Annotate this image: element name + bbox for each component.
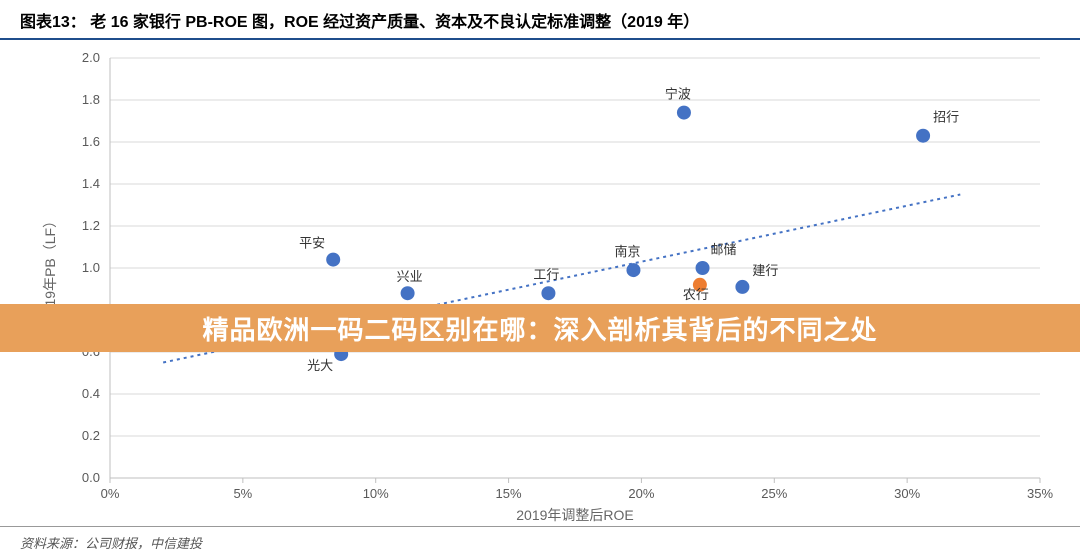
data-point xyxy=(696,261,710,275)
source-text: 资料来源：公司财报，中信建投 xyxy=(20,536,202,551)
overlay-text: 精品欧洲一码二码区别在哪：深入剖析其背后的不同之处 xyxy=(202,310,877,347)
x-tick-label: 0% xyxy=(101,486,120,501)
data-point xyxy=(626,263,640,277)
data-point xyxy=(401,286,415,300)
chart-container: 0.00.20.40.60.81.01.21.41.61.82.00%5%10%… xyxy=(0,40,1080,530)
x-tick-label: 20% xyxy=(628,486,654,501)
x-tick-label: 30% xyxy=(894,486,920,501)
data-point-label: 南京 xyxy=(614,244,640,259)
data-point-label: 平安 xyxy=(299,236,325,251)
figure-footer: 资料来源：公司财报，中信建投 xyxy=(0,526,1080,558)
data-point xyxy=(916,129,930,143)
data-point-label: 邮储 xyxy=(711,242,737,257)
data-point-label: 光大 xyxy=(307,358,333,373)
overlay-banner: 精品欧洲一码二码区别在哪：深入剖析其背后的不同之处 xyxy=(0,304,1080,352)
scatter-chart: 0.00.20.40.60.81.01.21.41.61.82.00%5%10%… xyxy=(0,40,1080,530)
y-tick-label: 1.8 xyxy=(82,92,100,107)
data-point xyxy=(541,286,555,300)
data-point-label: 建行 xyxy=(752,263,778,278)
y-tick-label: 0.2 xyxy=(82,428,100,443)
data-point xyxy=(326,253,340,267)
y-tick-label: 0.4 xyxy=(82,386,100,401)
x-tick-label: 5% xyxy=(233,486,252,501)
y-tick-label: 1.0 xyxy=(82,260,100,275)
data-point-label: 农行 xyxy=(683,287,709,302)
y-tick-label: 2.0 xyxy=(82,50,100,65)
data-point-label: 工行 xyxy=(533,267,559,282)
x-tick-label: 15% xyxy=(496,486,522,501)
y-tick-label: 1.6 xyxy=(82,134,100,149)
y-tick-label: 1.4 xyxy=(82,176,100,191)
x-tick-label: 10% xyxy=(363,486,389,501)
data-point xyxy=(677,106,691,120)
x-tick-label: 25% xyxy=(761,486,787,501)
data-point-label: 招行 xyxy=(933,110,959,125)
y-tick-label: 0.0 xyxy=(82,470,100,485)
x-tick-label: 35% xyxy=(1027,486,1053,501)
data-point-label: 宁波 xyxy=(665,87,691,102)
figure-title: 图表13： 老 16 家银行 PB-ROE 图，ROE 经过资产质量、资本及不良… xyxy=(20,8,1060,32)
figure-header: 图表13： 老 16 家银行 PB-ROE 图，ROE 经过资产质量、资本及不良… xyxy=(0,0,1080,40)
x-axis-title: 2019年调整后ROE xyxy=(516,507,633,523)
data-point xyxy=(735,280,749,294)
y-tick-label: 1.2 xyxy=(82,218,100,233)
data-point-label: 兴业 xyxy=(397,269,423,284)
